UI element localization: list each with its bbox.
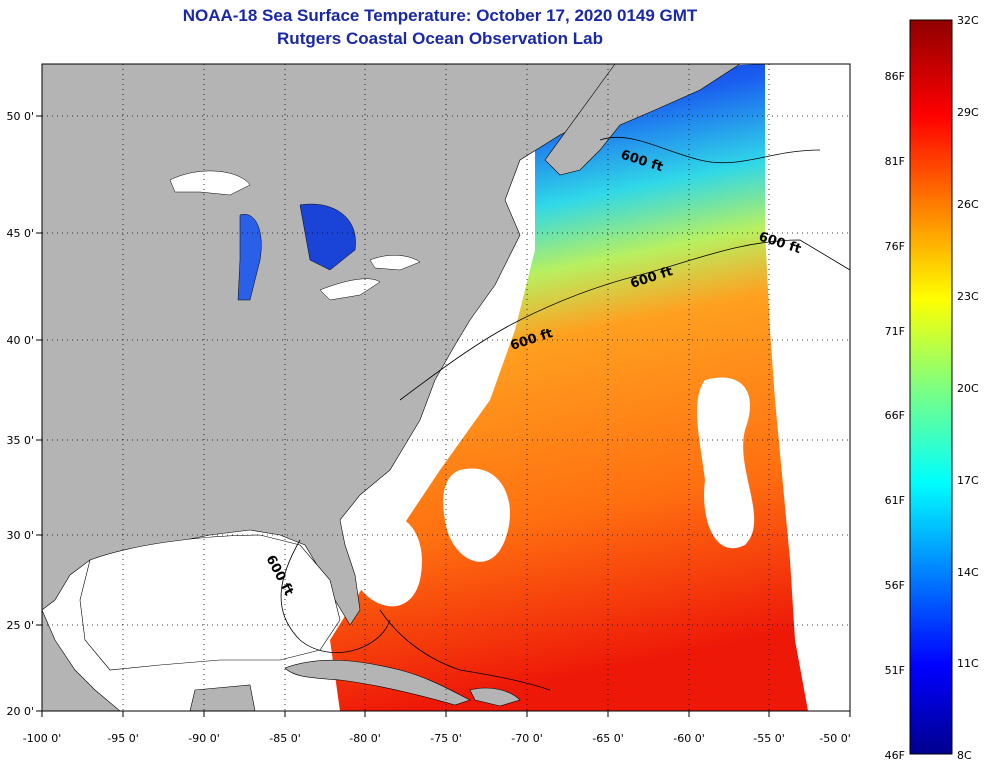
lake-huron — [299, 203, 356, 271]
cloud-patch — [697, 377, 755, 549]
cuba-land — [284, 659, 471, 706]
lon-label: -100 0' — [23, 732, 61, 745]
celsius-label: 26C — [957, 198, 979, 211]
colorbar-celsius-labels: 32C 29C 26C 23C 20C 17C 14C 11C 8C — [957, 14, 979, 762]
lon-label: -55 0' — [753, 732, 785, 745]
colorbar-fahrenheit-labels: 86F 81F 76F 71F 66F 61F 56F 51F 46F — [885, 70, 905, 762]
cloud-patch — [443, 468, 510, 562]
mexico-land — [42, 609, 121, 711]
gulf-of-mexico — [79, 534, 341, 671]
tick-marks — [36, 115, 851, 717]
lake-superior — [169, 170, 251, 196]
fahrenheit-label: 51F — [885, 664, 905, 677]
lon-label: -60 0' — [673, 732, 705, 745]
lon-label: -50 0' — [819, 732, 851, 745]
celsius-label: 11C — [957, 657, 979, 670]
fahrenheit-label: 81F — [885, 155, 905, 168]
celsius-label: 23C — [957, 290, 979, 303]
isobath-line — [280, 539, 391, 653]
lon-label: -70 0' — [511, 732, 543, 745]
lat-label: 35 0' — [6, 434, 34, 447]
isobath-line — [399, 239, 850, 401]
lat-label: 20 0' — [6, 705, 34, 718]
lon-label: -90 0' — [188, 732, 220, 745]
fahrenheit-label: 61F — [885, 494, 905, 507]
latitude-labels: 50 0' 45 0' 40 0' 35 0' 30 0' 25 0' 20 0… — [6, 110, 34, 718]
lat-label: 50 0' — [6, 110, 34, 123]
longitude-labels: -100 0' -95 0' -90 0' -85 0' -80 0' -75 … — [23, 732, 851, 745]
lat-label: 30 0' — [6, 529, 34, 542]
lon-label: -65 0' — [592, 732, 624, 745]
celsius-label: 14C — [957, 566, 979, 579]
celsius-label: 17C — [957, 474, 979, 487]
lon-label: -75 0' — [430, 732, 462, 745]
fahrenheit-label: 76F — [885, 240, 905, 253]
map-title: NOAA-18 Sea Surface Temperature: October… — [182, 6, 698, 25]
lon-label: -80 0' — [349, 732, 381, 745]
lat-label: 40 0' — [6, 334, 34, 347]
lat-label: 45 0' — [6, 227, 34, 240]
yucatan-land — [189, 684, 256, 711]
lon-label: -95 0' — [107, 732, 139, 745]
fahrenheit-label: 56F — [885, 579, 905, 592]
celsius-label: 29C — [957, 106, 979, 119]
fahrenheit-label: 46F — [885, 749, 905, 762]
isobath-line — [599, 136, 821, 164]
colorbar — [909, 19, 953, 755]
hispaniola-land — [469, 687, 521, 707]
fahrenheit-label: 71F — [885, 325, 905, 338]
fahrenheit-label: 66F — [885, 409, 905, 422]
map-subtitle: Rutgers Coastal Ocean Observation Lab — [277, 29, 603, 48]
isobath-line — [379, 609, 551, 691]
cloud-patch — [355, 513, 422, 607]
celsius-label: 32C — [957, 14, 979, 27]
celsius-label: 8C — [957, 749, 972, 762]
celsius-label: 20C — [957, 382, 979, 395]
sst-swath — [330, 64, 808, 711]
lake-ontario — [369, 255, 421, 271]
fahrenheit-label: 86F — [885, 70, 905, 83]
lon-label: -85 0' — [269, 732, 301, 745]
lat-label: 25 0' — [6, 619, 34, 632]
lake-michigan — [237, 213, 262, 301]
